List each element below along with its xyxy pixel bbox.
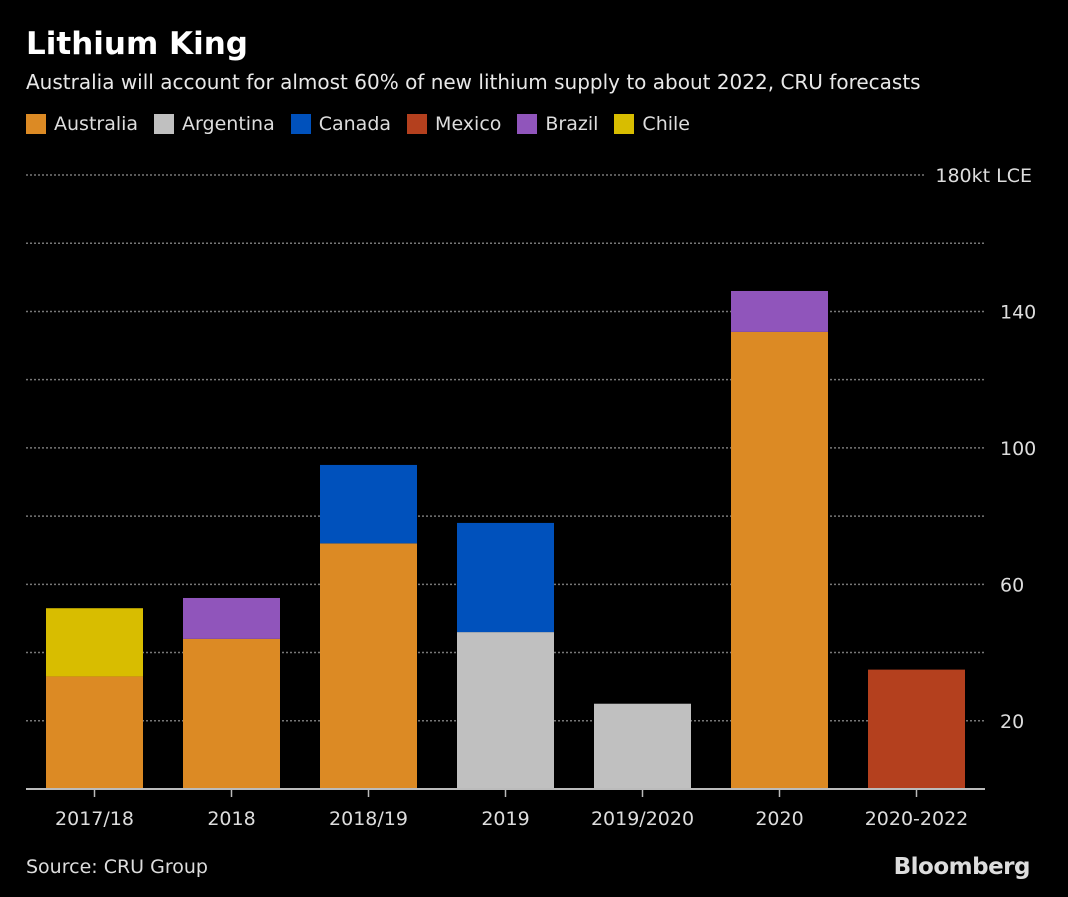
legend-swatch: [407, 114, 428, 134]
legend-label: Argentina: [182, 113, 275, 135]
bar-segment-australia: [46, 676, 143, 789]
y-tick-label: 20: [1000, 711, 1024, 733]
bloomberg-logo: Bloomberg: [893, 854, 1031, 880]
legend-label: Chile: [642, 113, 690, 135]
legend-item: Brazil: [517, 113, 598, 135]
x-tick-label: 2018: [207, 808, 255, 830]
x-tick-label: 2020-2022: [865, 808, 969, 830]
x-tick-label: 2019: [481, 808, 529, 830]
bar-segment-argentina: [594, 703, 691, 789]
y-tick-label: 60: [1000, 574, 1024, 596]
legend-label: Mexico: [435, 113, 502, 135]
legend-swatch: [26, 114, 46, 134]
legend-label: Canada: [318, 113, 392, 135]
y-tick-label: 140: [1000, 301, 1036, 323]
bar-segment-argentina: [457, 632, 554, 789]
x-tick-label: 2020: [755, 808, 803, 830]
legend-swatch: [517, 114, 538, 134]
bar-segment-australia: [320, 543, 417, 789]
bar-segment-brazil: [183, 597, 280, 639]
chart-subtitle: Australia will account for almost 60% of…: [26, 70, 921, 94]
legend: Australia Argentina Canada Mexico Brazil Chil…: [26, 113, 690, 135]
y-tick-label: 100: [1000, 438, 1036, 460]
bar-segment-chile: [46, 608, 143, 677]
bar-segment-brazil: [731, 290, 828, 332]
bar-segment-canada: [457, 522, 554, 633]
source-note: Source: CRU Group: [26, 856, 208, 878]
x-tick-label: 2017/18: [55, 808, 134, 830]
y-tick-label: 180kt LCE: [935, 165, 1032, 187]
legend-swatch: [154, 114, 175, 134]
bar-segment-australia: [183, 638, 280, 789]
x-tick-label: 2019/2020: [591, 808, 694, 830]
legend-item: Australia: [26, 113, 138, 135]
bar-segment-mexico: [868, 669, 965, 789]
legend-item: Chile: [614, 113, 690, 135]
legend-item: Canada: [290, 113, 392, 135]
legend-swatch: [290, 114, 311, 134]
bar-segment-canada: [320, 464, 417, 544]
legend-label: Brazil: [545, 113, 599, 135]
legend-item: Mexico: [407, 113, 501, 135]
legend-label: Australia: [54, 113, 139, 135]
legend-item: Argentina: [154, 113, 275, 135]
chart-title: Lithium King: [26, 26, 248, 62]
legend-swatch: [614, 114, 635, 134]
bar-segment-australia: [731, 331, 828, 789]
x-tick-label: 2018/19: [329, 808, 408, 830]
